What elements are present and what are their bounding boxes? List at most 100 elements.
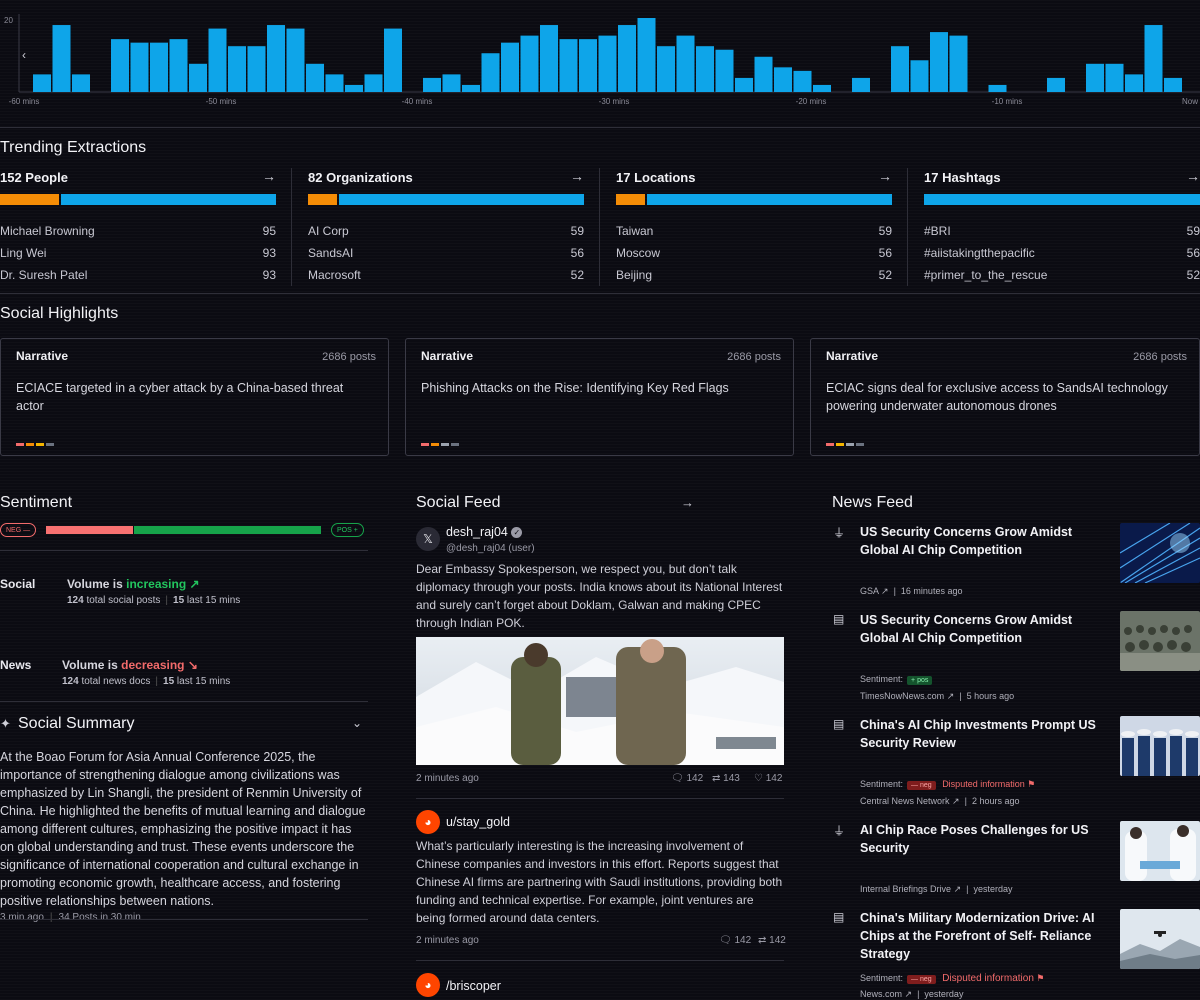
histogram-bar[interactable] — [33, 74, 51, 92]
hashtags-share-bar — [924, 194, 1200, 205]
arrow-right-icon[interactable]: → — [570, 168, 584, 184]
histogram-bar[interactable] — [325, 74, 344, 92]
arrow-right-icon[interactable]: → — [681, 495, 694, 510]
news-thumbnail[interactable] — [1120, 611, 1200, 671]
repost-stat[interactable]: ⇄ 142 — [758, 935, 786, 946]
histogram-bar[interactable] — [208, 28, 227, 93]
trending-organizations-column[interactable]: 82 Organizations → AI Corp 59 SandsAI 56 M… — [308, 168, 584, 286]
histogram-bar[interactable] — [345, 84, 363, 92]
histogram-bar[interactable] — [462, 84, 480, 92]
histogram-bar[interactable] — [696, 46, 714, 92]
list-item[interactable]: Michael Browning 95 — [0, 224, 276, 238]
histogram-bar[interactable] — [754, 56, 773, 92]
news-headline[interactable]: US Security Concerns Grow Amidst Global … — [860, 613, 1073, 645]
posts-count: 2686 posts — [322, 351, 376, 363]
list-item[interactable]: Moscow 56 — [616, 246, 892, 260]
list-item[interactable]: Taiwan 59 — [616, 224, 892, 238]
histogram-bar[interactable] — [423, 77, 441, 92]
news-headline[interactable]: AI Chip Race Poses Challenges for US Sec… — [860, 823, 1089, 855]
histogram-bar[interactable] — [559, 39, 578, 92]
histogram-bar[interactable] — [852, 77, 870, 92]
news-source: TimesNowNews.com ↗ | 5 hours ago — [860, 691, 1015, 701]
news-thumbnail[interactable] — [1120, 821, 1200, 881]
histogram-bar[interactable] — [384, 28, 402, 93]
narrative-card[interactable]: Narrative 2686 posts Phishing Attacks on… — [405, 338, 794, 456]
like-stat[interactable]: ♡ 142 — [754, 773, 783, 784]
histogram-bar[interactable] — [247, 46, 266, 92]
histogram-bar[interactable] — [891, 46, 909, 92]
histogram-bar[interactable] — [52, 25, 71, 92]
news-headline[interactable]: US Security Concerns Grow Amidst Global … — [860, 525, 1073, 557]
narrative-card[interactable]: Narrative 2686 posts ECIAC signs deal fo… — [810, 338, 1200, 456]
histogram-bar[interactable] — [501, 42, 519, 92]
histogram-bar[interactable] — [481, 53, 500, 92]
histogram-bar[interactable] — [1144, 25, 1163, 92]
histogram-bar[interactable] — [169, 39, 188, 92]
comment-stat[interactable]: 🗨 142 — [671, 773, 704, 784]
histogram-y-max-label: 20 — [4, 16, 13, 25]
histogram-bar[interactable] — [540, 25, 558, 92]
histogram-bar[interactable] — [130, 42, 149, 92]
arrow-right-icon[interactable]: → — [1186, 168, 1200, 184]
arrow-right-icon[interactable]: → — [878, 168, 892, 184]
post-username[interactable]: desh_raj04 ✓ — [446, 525, 523, 539]
histogram-bar[interactable] — [618, 25, 636, 92]
list-item[interactable]: Ling Wei 93 — [0, 246, 276, 260]
post-username[interactable]: /briscoper — [446, 979, 501, 993]
comment-stat[interactable]: 🗨 142 — [719, 935, 752, 946]
histogram-bar[interactable] — [813, 84, 831, 92]
news-thumbnail[interactable] — [1120, 716, 1200, 776]
list-item[interactable]: AI Corp 59 — [308, 224, 584, 238]
news-headline[interactable]: China's AI Chip Investments Prompt US Se… — [860, 718, 1096, 750]
post-username[interactable]: u/stay_gold — [446, 815, 510, 829]
news-headline[interactable]: China's Military Modernization Drive: AI… — [860, 911, 1095, 961]
histogram-bar[interactable] — [793, 70, 812, 92]
histogram-bar[interactable] — [579, 39, 597, 92]
histogram-bar[interactable] — [715, 49, 734, 92]
histogram-bar[interactable] — [949, 35, 968, 92]
histogram-bar[interactable] — [637, 18, 656, 92]
histogram-bar[interactable] — [1164, 77, 1182, 92]
histogram-bar[interactable] — [1086, 63, 1104, 92]
histogram-bar[interactable] — [1105, 63, 1124, 92]
histogram-bar[interactable] — [228, 46, 246, 92]
list-item[interactable]: Macrosoft 52 — [308, 268, 584, 282]
histogram-bar[interactable] — [150, 42, 168, 92]
histogram-bar[interactable] — [306, 63, 324, 92]
histogram-bar[interactable] — [676, 35, 695, 92]
histogram-bar[interactable] — [930, 32, 948, 92]
histogram-bar[interactable] — [111, 39, 129, 92]
narrative-card[interactable]: Narrative 2686 posts ECIACE targeted in … — [0, 338, 389, 456]
histogram-bar[interactable] — [286, 28, 305, 93]
list-item[interactable]: #BRI 59 — [924, 224, 1200, 238]
trending-locations-column[interactable]: 17 Locations → Taiwan 59 Moscow 56 Beijing… — [616, 168, 892, 286]
histogram-bar[interactable] — [364, 74, 383, 92]
histogram-bar[interactable] — [657, 46, 675, 92]
histogram-bar[interactable] — [735, 77, 753, 92]
news-thumbnail[interactable] — [1120, 523, 1200, 583]
histogram-bar[interactable] — [1047, 77, 1065, 92]
list-item[interactable]: #aiistakingtthepacific 56 — [924, 246, 1200, 260]
histogram-bar[interactable] — [189, 63, 207, 92]
histogram-bar[interactable] — [520, 35, 539, 92]
post-image[interactable] — [416, 637, 784, 765]
trending-people-column[interactable]: 152 People → Michael Browning 95 Ling Wei… — [0, 168, 276, 286]
list-item[interactable]: #primer_to_the_rescue 52 — [924, 268, 1200, 282]
histogram-bar[interactable] — [598, 35, 617, 92]
chevron-down-icon[interactable]: ⌄ — [352, 716, 363, 730]
list-item[interactable]: Dr. Suresh Patel 93 — [0, 268, 276, 282]
histogram-bar[interactable] — [988, 84, 1007, 92]
histogram-bar[interactable] — [1125, 74, 1143, 92]
news-thumbnail[interactable] — [1120, 909, 1200, 969]
arrow-right-icon[interactable]: → — [262, 168, 276, 184]
list-item[interactable]: Beijing 52 — [616, 268, 892, 282]
repost-stat[interactable]: ⇄ 143 — [712, 773, 740, 784]
histogram-bar[interactable] — [910, 60, 929, 92]
list-item[interactable]: SandsAI 56 — [308, 246, 584, 260]
histogram-bar[interactable] — [72, 74, 90, 92]
histogram-bar[interactable] — [442, 74, 461, 92]
histogram-bar[interactable] — [267, 25, 285, 92]
histogram-bar[interactable] — [774, 67, 792, 92]
chevron-left-icon[interactable]: ‹ — [22, 48, 26, 62]
trending-hashtags-column[interactable]: 17 Hashtags → #BRI 59 #aiistakingtthepaci… — [924, 168, 1200, 286]
